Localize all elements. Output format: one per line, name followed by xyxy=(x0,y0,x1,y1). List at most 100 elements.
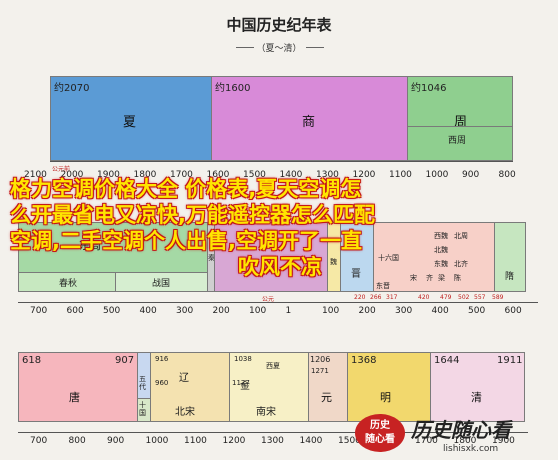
shang-dynasty-block: 约1600 商 xyxy=(211,76,408,161)
tick-label: 1 xyxy=(285,306,292,316)
tick-label: 600 xyxy=(504,306,522,316)
eastern-zhou-name: 东周 xyxy=(79,239,101,252)
chen-label: 陈 xyxy=(454,274,461,282)
eastern-wei-label: 东魏 xyxy=(434,260,448,268)
year-420: 420 xyxy=(418,294,430,301)
tick-label: 2000 xyxy=(60,170,84,180)
tick-label: 600 xyxy=(66,306,84,316)
tang-name: 唐 xyxy=(69,391,80,404)
yuan-block: 1206 1271 元 xyxy=(308,352,348,422)
tick-label: 1100 xyxy=(389,170,412,180)
overlay-line-2: 么开最省电又凉快,万能遥控器怎么匹配 xyxy=(10,203,375,227)
western-wei-label: 西魏 xyxy=(434,232,448,240)
liao-song-block: 916 960 辽 北宋 xyxy=(150,352,230,422)
tick-label: 1100 xyxy=(184,436,207,446)
overlay-line-3: 空调,二手空调个人出售,空调开了一直 xyxy=(10,229,362,253)
tang-block: 618 907 唐 xyxy=(18,352,138,422)
jin-dynasty-name: 金 xyxy=(240,381,250,392)
tick-label: 500 xyxy=(103,306,121,316)
qin-name: 秦 xyxy=(208,254,215,262)
page-title: 中国历史纪年表 xyxy=(226,16,332,34)
tick-label: 900 xyxy=(107,436,125,446)
shang-name: 商 xyxy=(302,115,316,130)
sui-name: 隋 xyxy=(505,272,515,282)
western-zhou-sub-block: 西周 xyxy=(407,126,513,161)
tick-label: 1200 xyxy=(222,436,246,446)
watermark-text: 历史随心看 xyxy=(411,418,511,442)
liang-label: 梁 xyxy=(438,274,445,282)
year-589: 589 xyxy=(492,294,504,301)
tick-label: 400 xyxy=(139,306,157,316)
tick-label: 200 xyxy=(212,306,230,316)
year-1038: 1038 xyxy=(234,355,252,363)
xixia-jin-block: 1038 1127 西夏 金 南宋 xyxy=(229,352,309,422)
qing-name: 清 xyxy=(471,391,482,404)
overlay-headline: 格力空调价格大全 价格表,夏天空调怎 么开最省电又凉快,万能遥控器怎么匹配 空调… xyxy=(10,176,550,280)
tick-label: 1700 xyxy=(415,436,438,446)
year-1206: 1206 xyxy=(310,355,331,364)
tick-label: 800 xyxy=(68,436,86,446)
tick-label: 800 xyxy=(498,170,516,180)
subtitle-rule-left xyxy=(236,47,254,48)
liao-name: 辽 xyxy=(179,373,189,384)
year-960: 960 xyxy=(155,379,169,387)
year-220: 220 xyxy=(354,294,366,301)
year-557: 557 xyxy=(474,294,486,301)
northern-song-name: 北宋 xyxy=(175,407,195,418)
ming-name: 明 xyxy=(380,391,391,404)
year-502: 502 xyxy=(458,294,470,301)
tick-label: 300 xyxy=(395,306,413,316)
tang-end-year: 907 xyxy=(115,355,135,366)
year-266: 266 xyxy=(370,294,382,301)
northern-wei-label: 北魏 xyxy=(434,246,448,254)
bc-label: 公元前 xyxy=(52,166,71,173)
year-1271: 1271 xyxy=(311,367,329,375)
western-xia-name: 西夏 xyxy=(266,362,280,370)
watermark-url: lishisxk.com xyxy=(443,444,499,454)
page-subtitle: （夏～清） xyxy=(256,44,302,54)
tick-label: 1900 xyxy=(97,170,120,180)
tick-label: 100 xyxy=(249,306,267,316)
sixteen-kingdoms-label: 十六国 xyxy=(378,254,399,262)
row1-axis xyxy=(50,161,513,162)
tang-start-year: 618 xyxy=(22,355,42,366)
song-south-label: 宋 xyxy=(410,274,417,282)
xia-start-year: 约2070 xyxy=(54,83,90,94)
tick-label: 1500 xyxy=(338,436,361,446)
subtitle-rule-right xyxy=(306,47,324,48)
overlay-line-4: 吹风不凉 xyxy=(238,255,322,279)
tick-label: 1400 xyxy=(299,436,323,446)
tick-label: 500 xyxy=(468,306,486,316)
eastern-jin-label: 东晋 xyxy=(376,282,390,290)
tick-label: 1300 xyxy=(261,436,284,446)
spring-autumn-name: 春秋 xyxy=(59,279,78,289)
year-317: 317 xyxy=(386,294,398,301)
row2-axis xyxy=(18,302,538,303)
xia-dynasty-block: 约2070 夏 xyxy=(50,76,212,161)
shang-start-year: 约1600 xyxy=(215,83,251,94)
tick-label: 1300 xyxy=(316,170,339,180)
tick-label: 200 xyxy=(358,306,376,316)
tick-label: 1200 xyxy=(352,170,376,180)
ming-block: 1368 明 xyxy=(347,352,431,422)
tick-label: 1800 xyxy=(133,170,157,180)
northern-qi-label: 北齐 xyxy=(454,260,468,268)
tick-label: 1900 xyxy=(492,436,515,446)
five-dynasties-name: 五代 xyxy=(139,375,146,391)
tick-label: 1800 xyxy=(453,436,477,446)
overlay-line-1: 格力空调价格大全 价格表,夏天空调怎 xyxy=(10,177,362,201)
xia-name: 夏 xyxy=(123,115,137,130)
tick-label: 2100 xyxy=(24,170,47,180)
year-916: 916 xyxy=(155,355,169,363)
tick-label: 900 xyxy=(462,170,480,180)
ten-kingdoms-block: 十国 xyxy=(137,398,151,422)
zhou-start-year: 约1046 xyxy=(411,83,447,94)
sui-block: 隋 xyxy=(494,222,526,292)
tick-label: 1600 xyxy=(206,170,230,180)
western-zhou-label: 西周 xyxy=(448,136,467,146)
tick-label: 1000 xyxy=(425,170,449,180)
tick-label: 300 xyxy=(176,306,194,316)
han-block: 汉 xyxy=(214,222,328,292)
ming-start-year: 1368 xyxy=(351,355,377,366)
ten-kingdoms-name: 十国 xyxy=(139,401,146,417)
